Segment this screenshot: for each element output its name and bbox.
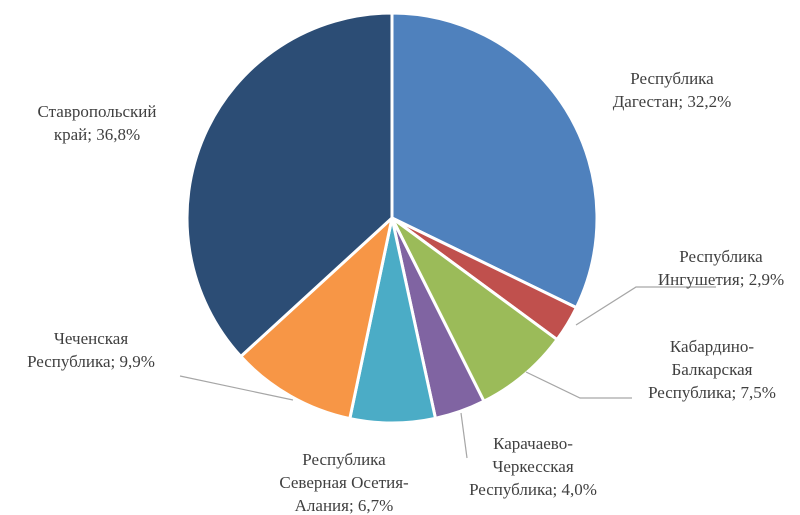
data-label-1: Республика Дагестан; 32,2% [613,69,732,111]
data-label-line: Республика; 9,9% [27,352,155,371]
leader-line-2 [576,287,716,325]
leader-line-4 [461,413,467,458]
data-label-5: Республика Северная Осетия- Алания; 6,7% [279,450,409,515]
data-label-line: Республика [679,247,763,266]
data-label-4: Карачаево- Черкесская Республика; 4,0% [469,434,597,499]
data-label-line: Ставропольский [38,102,157,121]
pie-slices [187,13,597,423]
data-label-3: Кабардино- Балкарская Республика; 7,5% [648,337,776,402]
data-label-line: Ингушетия; 2,9% [658,270,784,289]
data-label-line: Карачаево- [493,434,573,453]
leader-line-3 [526,372,632,398]
data-label-line: Кабардино- [670,337,754,356]
data-label-line: край; 36,8% [54,125,140,144]
data-label-2: Республика Ингушетия; 2,9% [658,247,784,289]
data-label-line: Республика; 7,5% [648,383,776,402]
data-label-6: Чеченская Республика; 9,9% [27,329,155,371]
data-label-line: Чеченская [54,329,128,348]
data-label-line: Республика [630,69,714,88]
data-label-line: Балкарская [672,360,753,379]
data-label-line: Черкесская [492,457,574,476]
data-label-line: Республика; 4,0% [469,480,597,499]
data-label-line: Северная Осетия- [279,473,409,492]
data-label-line: Алания; 6,7% [295,496,394,515]
data-label-7: Ставропольский край; 36,8% [38,102,157,144]
data-label-line: Республика [302,450,386,469]
data-label-line: Дагестан; 32,2% [613,92,732,111]
